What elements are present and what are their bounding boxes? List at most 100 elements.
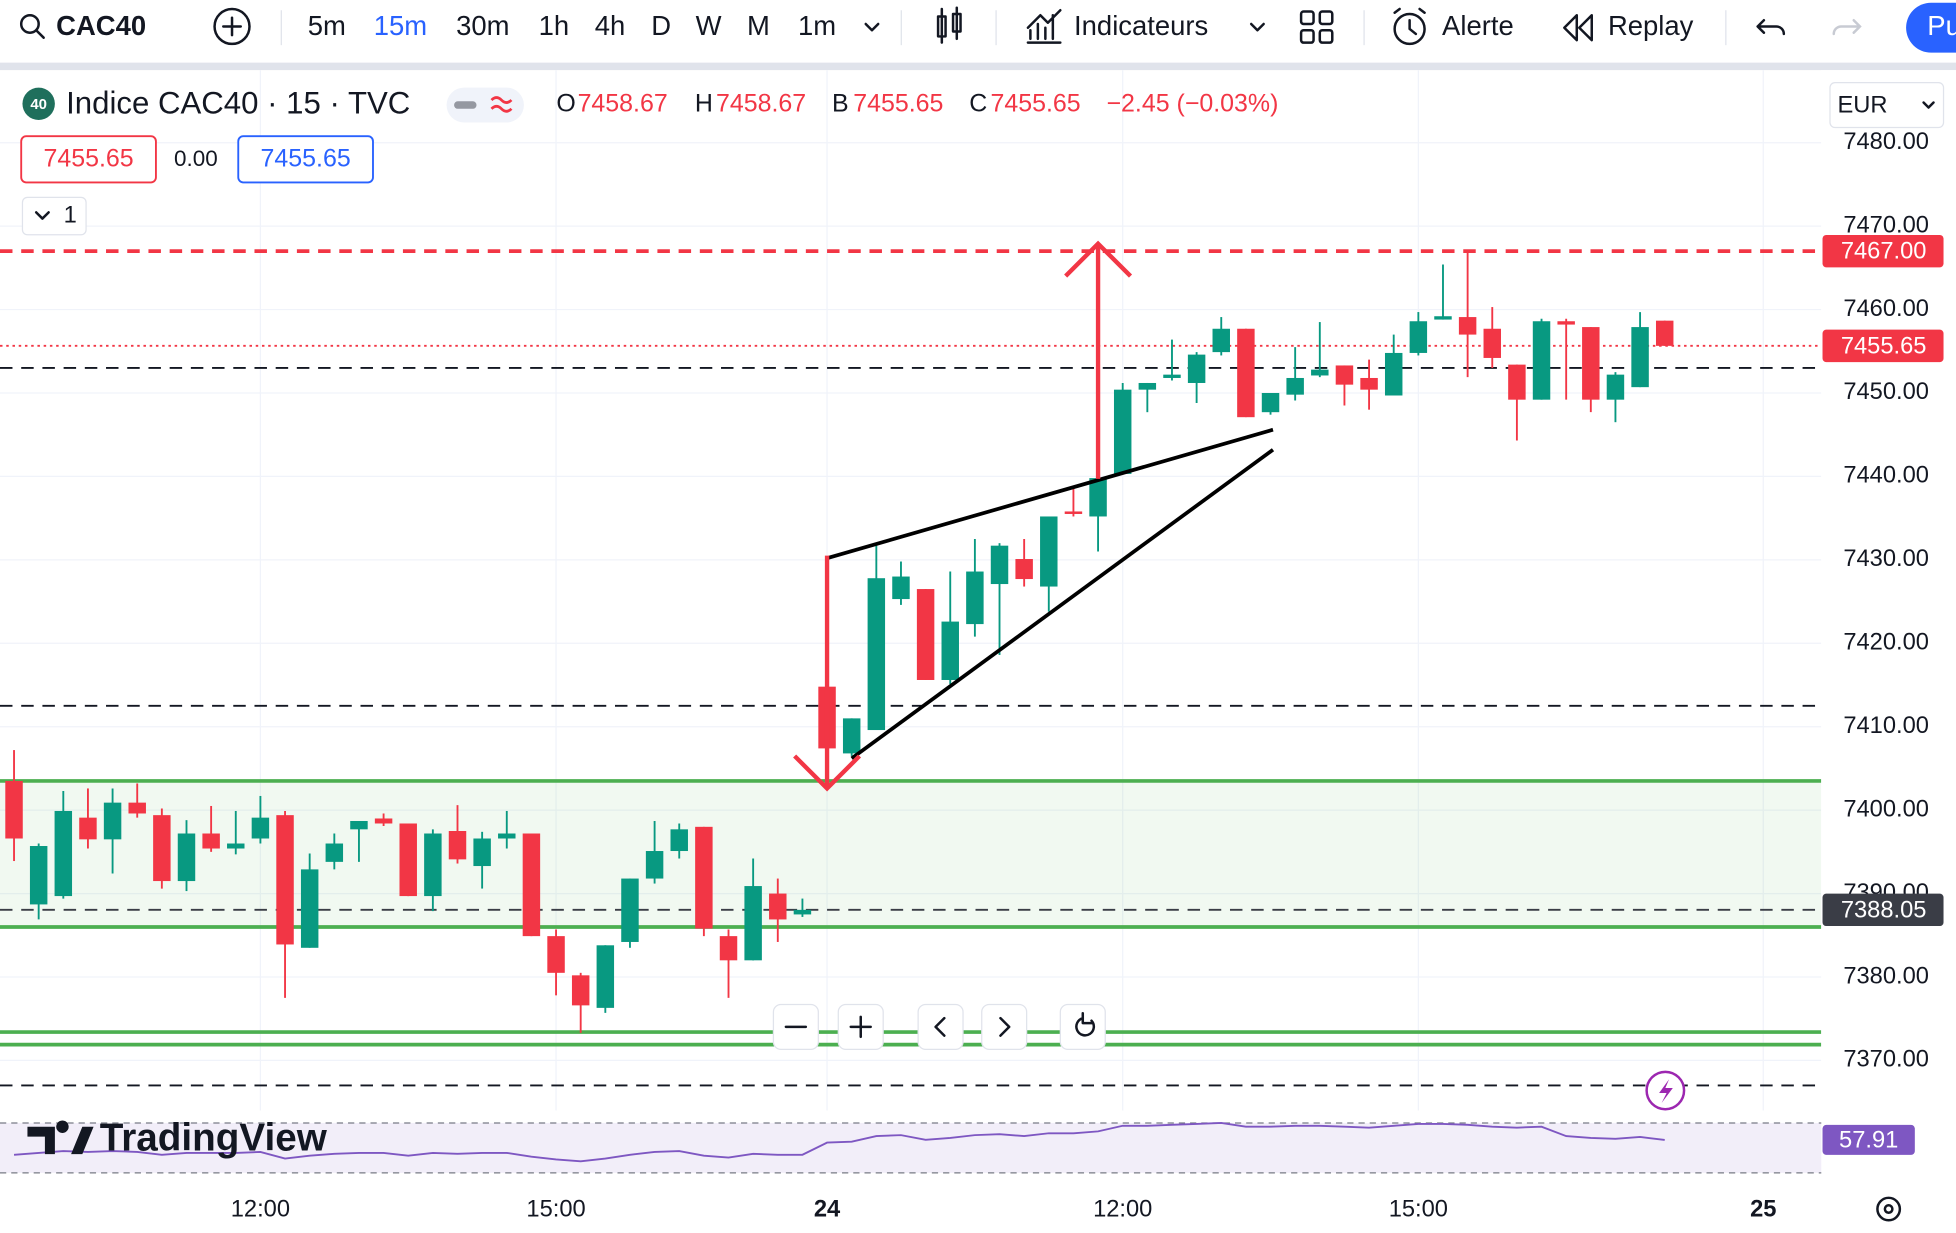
candle-body	[522, 833, 541, 937]
spread: 0.00	[174, 146, 218, 171]
symbol[interactable]: CAC40	[56, 10, 146, 41]
candle-body	[103, 802, 122, 840]
candle-body	[1606, 374, 1625, 400]
candle-body	[1409, 321, 1428, 353]
arrow	[1064, 240, 1133, 479]
candle-body	[1237, 328, 1255, 418]
candle-body	[473, 838, 491, 867]
symbol-badge	[22, 87, 55, 121]
candle-body	[916, 589, 935, 680]
sell-box[interactable]	[20, 135, 157, 184]
buy-box[interactable]	[237, 135, 374, 184]
candle-body	[892, 576, 910, 600]
candle-body	[990, 545, 1009, 585]
candle-body	[547, 936, 565, 973]
candle-body	[1064, 511, 1083, 514]
collapse-chevron[interactable]	[34, 211, 50, 220]
publish-label[interactable]: Pu	[1927, 10, 1956, 41]
candle-body	[325, 843, 344, 862]
undo-button[interactable]	[1756, 18, 1786, 36]
interval[interactable]: 1m	[798, 10, 836, 41]
candle-body	[29, 846, 48, 905]
toolbar-border	[0, 62, 1956, 71]
currency-select[interactable]	[1829, 81, 1945, 129]
candle-body	[621, 878, 639, 942]
redo-button[interactable]	[1832, 18, 1862, 36]
candle-body	[867, 578, 886, 731]
candle-body	[374, 818, 393, 824]
y-tick-label: 7400.00	[1843, 796, 1929, 822]
buy-price[interactable]: 7455.65	[261, 145, 351, 173]
price-badge-label: 7388.05	[1841, 897, 1927, 923]
rsi-badge	[1822, 1124, 1915, 1155]
candle-body	[448, 830, 467, 860]
interval-menu[interactable]	[864, 22, 880, 32]
y-tick-label: 7430.00	[1843, 546, 1929, 572]
legend-toggles[interactable]	[446, 87, 524, 123]
indicators-collapse[interactable]	[21, 196, 87, 236]
candle-body	[276, 815, 294, 945]
trendline	[850, 448, 1275, 760]
candle-body	[695, 826, 713, 929]
interval[interactable]: M	[747, 10, 770, 41]
reset-chart[interactable]	[1059, 1003, 1106, 1050]
trendline	[826, 427, 1274, 560]
alert-button[interactable]: Alerte	[1393, 7, 1514, 46]
compare-toggle[interactable]	[490, 96, 513, 113]
price-badge-label: 7455.65	[1841, 333, 1927, 359]
candle-body	[1582, 327, 1600, 400]
hide-toggle[interactable]	[454, 101, 477, 109]
replay-button[interactable]: Replay	[1563, 10, 1694, 42]
interval[interactable]: 4h	[595, 10, 626, 41]
scroll-right[interactable]	[981, 1003, 1028, 1050]
add-symbol[interactable]	[213, 7, 251, 46]
rsi-line	[13, 1122, 1665, 1163]
candle-body	[177, 833, 196, 882]
indicators-button[interactable]: Indicateurs	[1026, 8, 1265, 44]
publish-button[interactable]	[1906, 2, 1956, 53]
symbol-search[interactable]: CAC40	[19, 10, 146, 41]
scroll-left[interactable]	[917, 1003, 964, 1050]
layouts-button[interactable]	[1299, 10, 1334, 44]
candle-body	[769, 893, 787, 920]
alert-label[interactable]: Alerte	[1442, 10, 1514, 41]
y-tick-label: 7460.00	[1843, 296, 1929, 322]
ohlc-value: 7458.67	[716, 90, 806, 118]
candle-body	[1311, 369, 1329, 376]
replay-label[interactable]: Replay	[1608, 10, 1694, 41]
x-tick-label: 15:00	[526, 1197, 585, 1223]
interval[interactable]: 30m	[456, 10, 509, 41]
price-badge-label: 7467.00	[1841, 239, 1927, 265]
candle-body	[793, 909, 812, 915]
x-tick-label: 24	[814, 1197, 841, 1223]
interval[interactable]: 15m	[374, 10, 427, 41]
event-icon	[1659, 1079, 1673, 1104]
interval[interactable]: D	[651, 10, 671, 41]
ohlc-value: 7458.67	[578, 90, 668, 118]
candle-body	[1089, 478, 1107, 517]
candle-body	[1261, 392, 1280, 413]
y-tick-label: 7420.00	[1843, 630, 1929, 656]
separators	[280, 10, 1727, 46]
chart-type-button[interactable]	[936, 6, 962, 44]
interval[interactable]: W	[696, 10, 722, 41]
y-tick-label: 7450.00	[1843, 379, 1929, 405]
indicator-count[interactable]: 1	[64, 202, 77, 228]
candle-body	[1655, 320, 1674, 346]
candle-body	[1557, 321, 1575, 325]
interval[interactable]: 5m	[308, 10, 346, 41]
interval[interactable]: 1h	[539, 10, 570, 41]
settings-button[interactable]	[1876, 1196, 1902, 1222]
sell-price[interactable]: 7455.65	[43, 145, 133, 173]
ohlc-label: C	[969, 90, 987, 118]
ohlc-label: B	[832, 90, 849, 118]
x-tick-label: 12:00	[231, 1197, 290, 1223]
candle-body	[1508, 364, 1526, 400]
candle-body	[1040, 516, 1058, 587]
currency[interactable]: EUR	[1837, 93, 1887, 119]
candle-body	[79, 817, 97, 840]
currency-chevron[interactable]	[1922, 101, 1935, 109]
candle-body	[571, 975, 590, 1006]
candle-body	[670, 829, 688, 852]
indicators-label[interactable]: Indicateurs	[1074, 10, 1208, 41]
